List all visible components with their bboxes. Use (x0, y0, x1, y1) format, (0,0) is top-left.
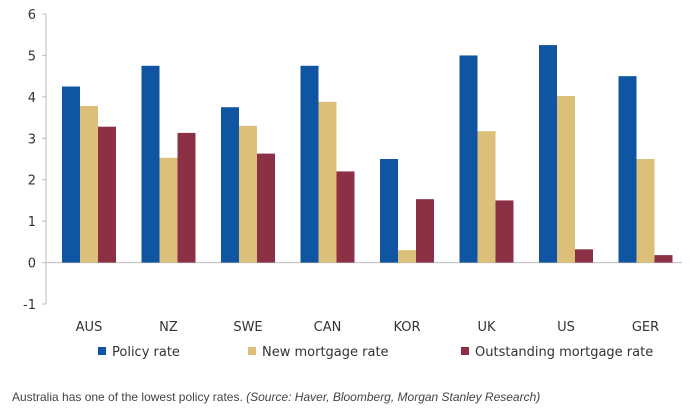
bar-kor-outstanding-mortgage-rate (416, 199, 434, 263)
y-tick-label: 2 (28, 174, 36, 189)
legend-swatch (98, 347, 106, 355)
x-tick-label: UK (477, 320, 496, 335)
y-tick-label: 4 (28, 91, 36, 106)
bar-nz-policy-rate (141, 65, 160, 263)
bar-can-outstanding-mortgage-rate (336, 171, 355, 263)
bar-uk-outstanding-mortgage-rate (495, 200, 514, 263)
legend-label: Policy rate (112, 345, 180, 360)
bar-us-policy-rate (539, 45, 557, 263)
bar-us-outstanding-mortgage-rate (575, 249, 593, 263)
y-tick-label: 1 (28, 215, 36, 230)
bar-aus-new-mortgage-rate (80, 105, 98, 263)
bar-can-new-mortgage-rate (318, 101, 337, 263)
caption-text: Australia has one of the lowest policy r… (12, 390, 247, 404)
caption-source: (Source: Haver, Bloomberg, Morgan Stanle… (246, 390, 541, 404)
x-tick-label: KOR (393, 320, 420, 335)
bar-ger-outstanding-mortgage-rate (654, 255, 673, 263)
figure-caption: Australia has one of the lowest policy r… (12, 390, 540, 404)
bar-chart: 6 5 4 3 2 1 0 -1 AUS NZ SWE CAN KOR UK US GER Policy rat… (23, 8, 682, 360)
bar-kor-policy-rate (380, 159, 398, 263)
bar-aus-policy-rate (62, 86, 80, 263)
legend-swatch (461, 347, 469, 355)
bar-uk-new-mortgage-rate (477, 131, 496, 263)
bar-uk-policy-rate (459, 55, 478, 263)
y-tick-label: 6 (28, 8, 36, 23)
y-tick-label: 3 (28, 132, 36, 147)
bar-can-policy-rate (300, 65, 319, 263)
x-tick-label: CAN (314, 320, 342, 335)
chart-svg: 6 5 4 3 2 1 0 -1 AUS NZ SWE CAN KOR UK US GER Policy rat… (23, 8, 682, 360)
legend-swatch (248, 347, 256, 355)
bar-nz-new-mortgage-rate (159, 157, 178, 263)
legend-label: New mortgage rate (262, 345, 389, 360)
x-tick-label: AUS (76, 320, 103, 335)
bar-ger-new-mortgage-rate (636, 159, 655, 263)
bar-kor-new-mortgage-rate (398, 250, 416, 263)
x-tick-label: NZ (159, 320, 178, 335)
bar-swe-outstanding-mortgage-rate (257, 153, 275, 263)
y-tick-label: -1 (23, 298, 36, 313)
legend-label: Outstanding mortgage rate (475, 345, 653, 360)
y-tick-label: 0 (28, 257, 36, 272)
bar-swe-policy-rate (221, 107, 239, 263)
x-tick-label: GER (632, 320, 659, 335)
bar-us-new-mortgage-rate (557, 96, 575, 263)
bar-ger-policy-rate (618, 76, 637, 263)
x-tick-label: SWE (233, 320, 262, 335)
bar-nz-outstanding-mortgage-rate (177, 132, 196, 263)
bar-swe-new-mortgage-rate (239, 125, 257, 263)
bar-aus-outstanding-mortgage-rate (98, 126, 116, 263)
x-tick-label: US (557, 320, 575, 335)
y-tick-label: 5 (28, 49, 36, 64)
